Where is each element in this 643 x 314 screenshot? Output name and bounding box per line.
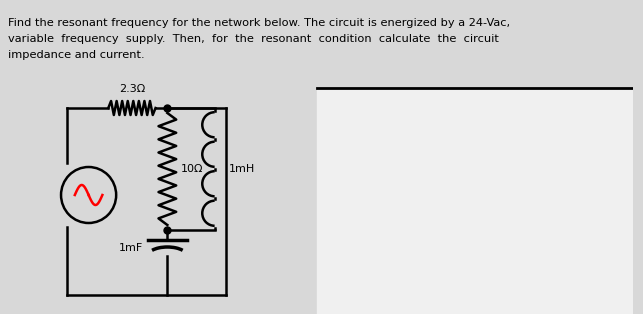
Text: 1mH: 1mH <box>228 164 255 174</box>
Text: 2.3Ω: 2.3Ω <box>119 84 145 94</box>
Text: 10Ω: 10Ω <box>181 164 204 174</box>
Bar <box>317 88 633 314</box>
Text: Find the resonant frequency for the network below. The circuit is energized by a: Find the resonant frequency for the netw… <box>8 18 510 28</box>
Text: impedance and current.: impedance and current. <box>8 50 145 60</box>
Text: variable  frequency  supply.  Then,  for  the  resonant  condition  calculate  t: variable frequency supply. Then, for the… <box>8 34 499 44</box>
Text: 1mF: 1mF <box>118 243 143 253</box>
